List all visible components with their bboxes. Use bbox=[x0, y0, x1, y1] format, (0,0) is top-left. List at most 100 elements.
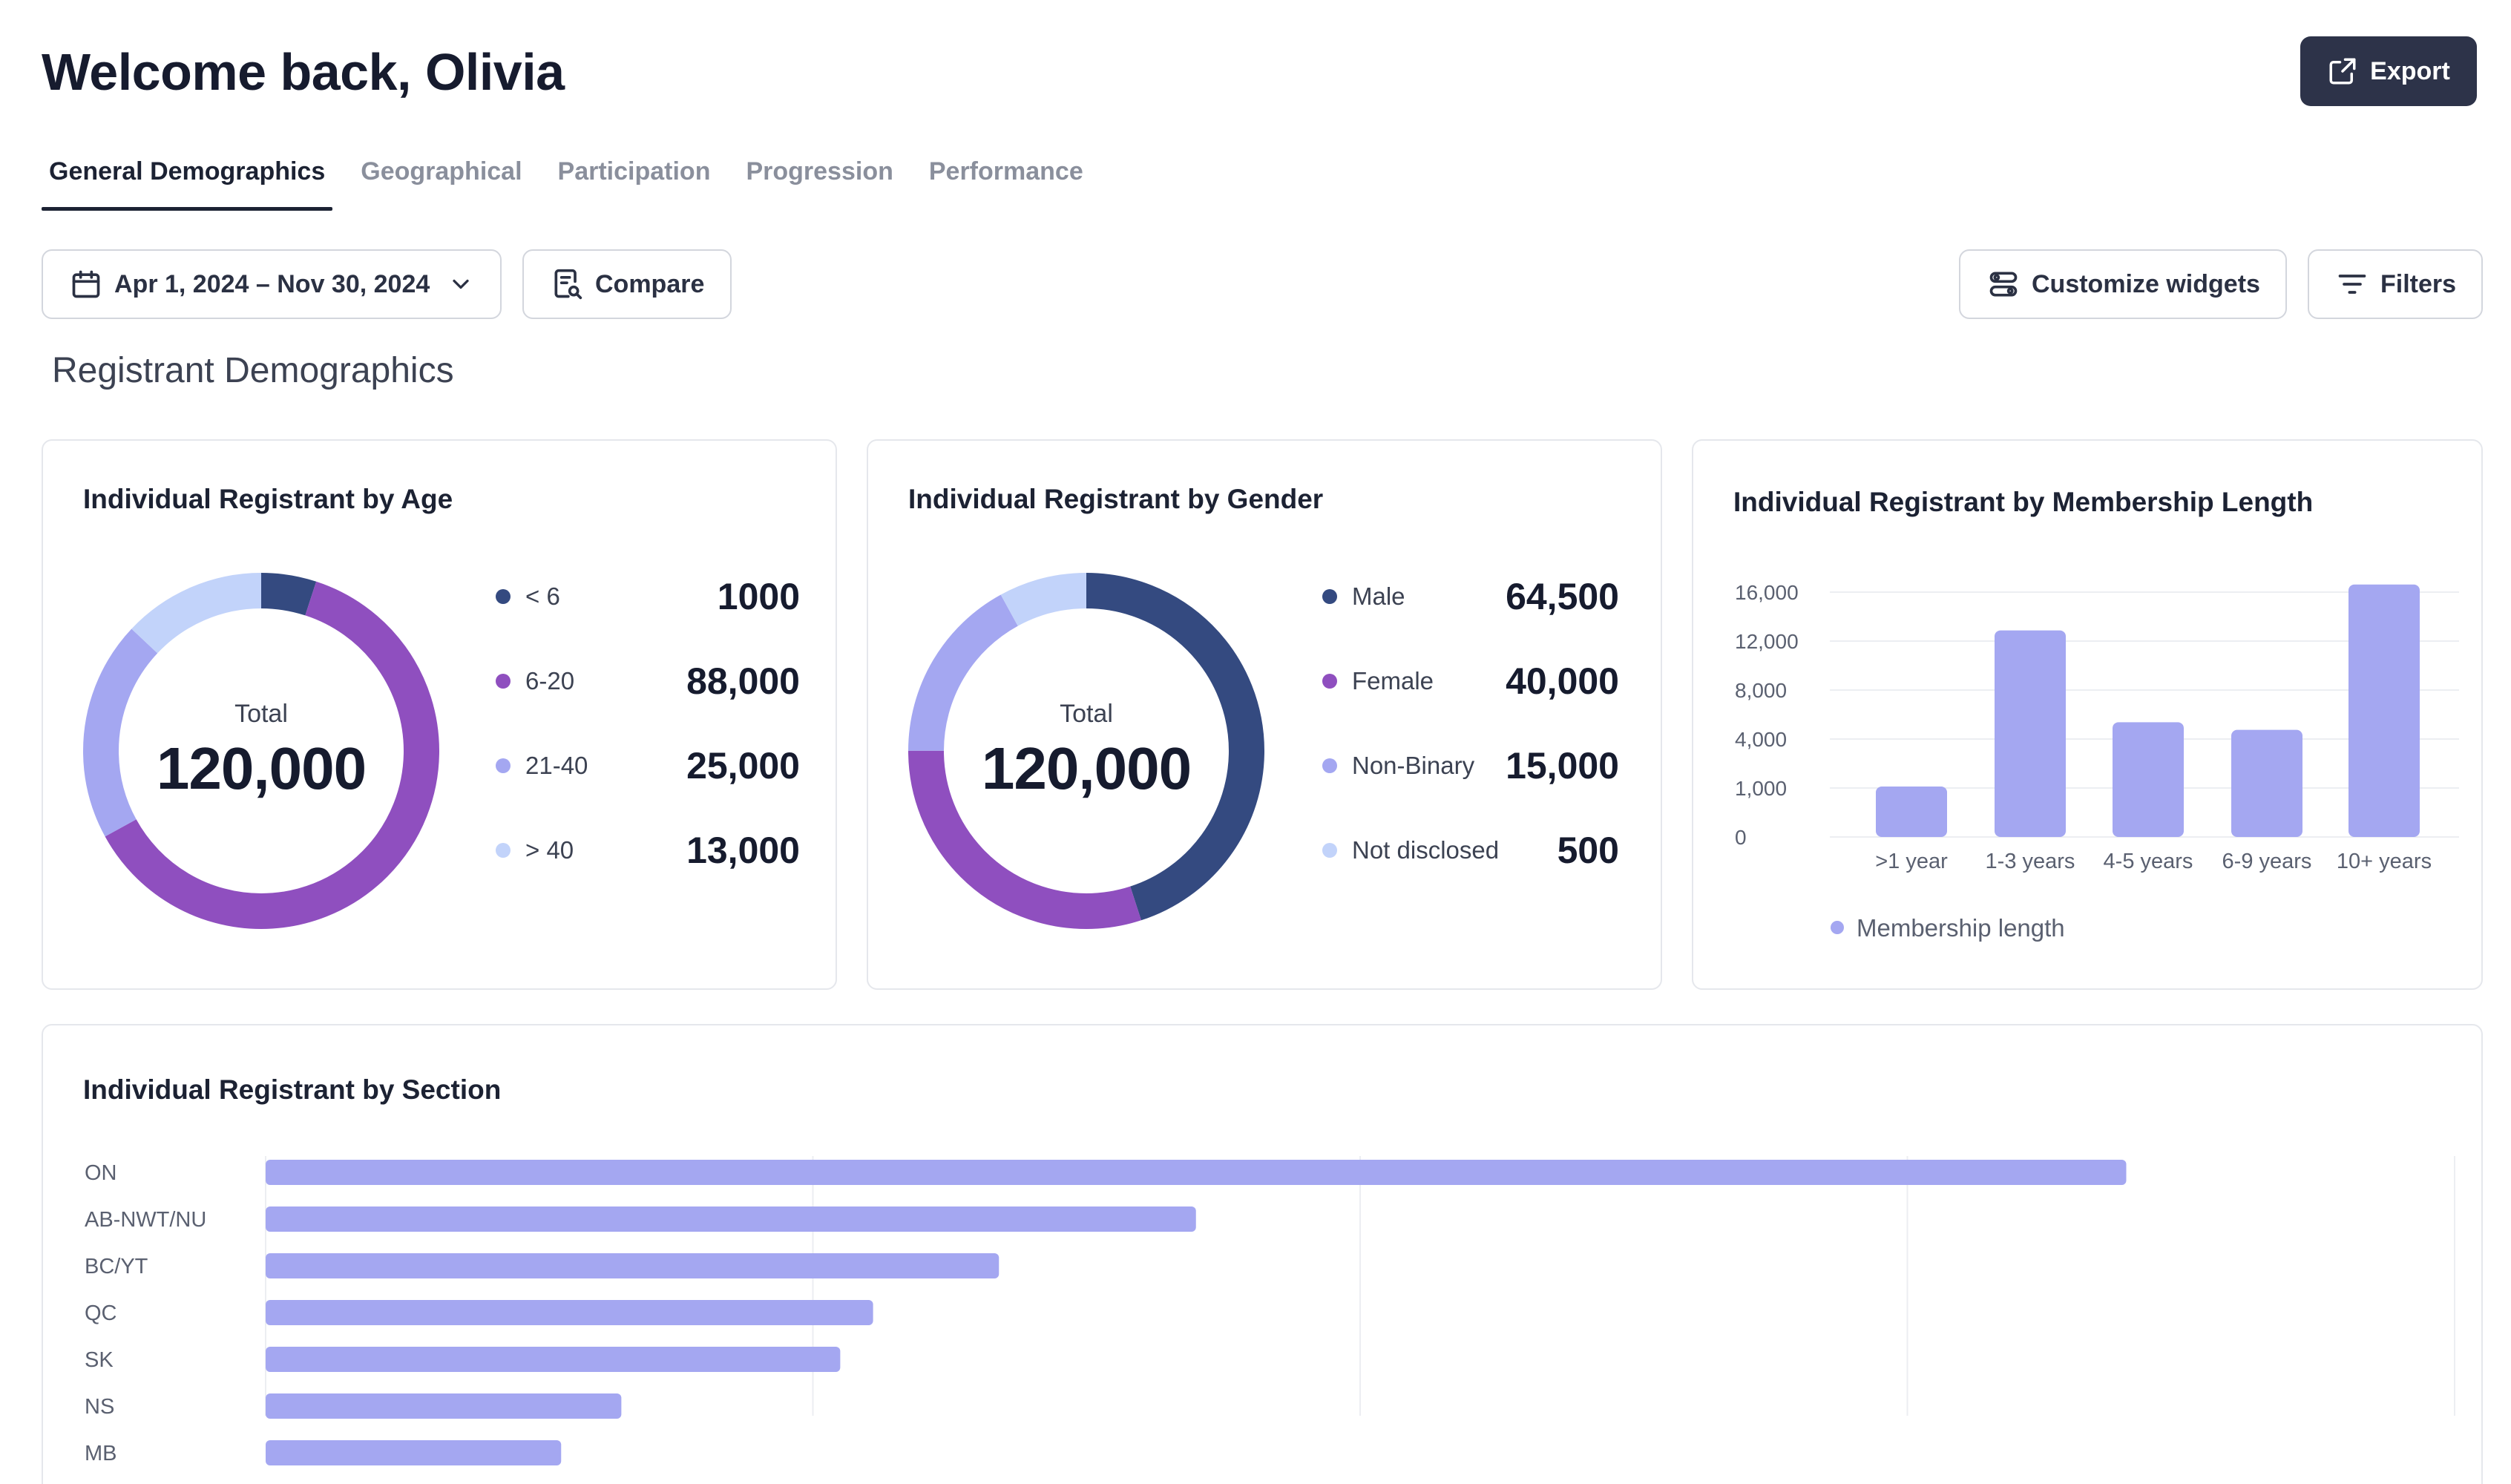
legend-label: Female bbox=[1352, 667, 1434, 695]
membership-bar[interactable] bbox=[2348, 584, 2420, 837]
tab-general-demographics[interactable]: General Demographics bbox=[42, 148, 333, 211]
legend-dot bbox=[1322, 843, 1337, 858]
legend-value: 13,000 bbox=[686, 830, 800, 871]
export-label: Export bbox=[2370, 56, 2450, 85]
gender-total-value: 120,000 bbox=[981, 735, 1192, 801]
legend-item: Non-Binary 15,000 bbox=[1322, 743, 1619, 788]
legend-dot bbox=[496, 589, 511, 604]
legend-item: Male 64,500 bbox=[1322, 574, 1619, 619]
membership-bar[interactable] bbox=[1876, 786, 1947, 837]
gender-donut-segment-1[interactable] bbox=[908, 573, 1264, 929]
y-tick-label: 4,000 bbox=[1735, 728, 1787, 751]
y-tick-label: 16,000 bbox=[1735, 581, 1799, 604]
compare-button[interactable]: Compare bbox=[522, 249, 732, 319]
gender-total-label: Total bbox=[1060, 699, 1113, 728]
membership-card-title: Individual Registrant by Membership Leng… bbox=[1733, 487, 2314, 517]
calendar-icon bbox=[72, 270, 100, 298]
y-tick-label: 8,000 bbox=[1735, 679, 1787, 702]
y-tick-label: 1,000 bbox=[1735, 777, 1787, 800]
legend-item: 6-20 88,000 bbox=[496, 659, 800, 703]
legend-label: < 6 bbox=[525, 582, 560, 610]
legend-dot bbox=[1831, 921, 1844, 934]
section-card-title: Individual Registrant by Section bbox=[83, 1074, 502, 1105]
filters-button[interactable]: Filters bbox=[2308, 249, 2483, 319]
x-tick-label: 4-5 years bbox=[2104, 850, 2193, 873]
section-card: Individual Registrant by Section ON AB-NW… bbox=[42, 1024, 2483, 1484]
y-tick-label: 12,000 bbox=[1735, 630, 1799, 653]
section-bar[interactable] bbox=[266, 1206, 1196, 1232]
y-category-label: AB-NWT/NU bbox=[85, 1208, 206, 1232]
compare-label: Compare bbox=[595, 269, 705, 298]
legend-dot bbox=[1322, 589, 1337, 604]
tab-geographical[interactable]: Geographical bbox=[361, 157, 522, 186]
age-donut-segment-1[interactable] bbox=[83, 573, 439, 929]
legend-label: Membership length bbox=[1857, 914, 2065, 942]
membership-bar[interactable] bbox=[2113, 722, 2184, 837]
legend-value: 500 bbox=[1557, 830, 1619, 871]
legend-item: 21-40 25,000 bbox=[496, 743, 800, 788]
gender-donut-chart: Total 120,000 bbox=[908, 573, 1264, 929]
date-range-picker[interactable]: Apr 1, 2024 – Nov 30, 2024 bbox=[42, 249, 502, 319]
legend-dot bbox=[1322, 758, 1337, 773]
x-tick-label: 6-9 years bbox=[2222, 850, 2312, 873]
x-tick-label: 1-3 years bbox=[1986, 850, 2075, 873]
section-bar[interactable] bbox=[266, 1440, 562, 1465]
tab-participation[interactable]: Participation bbox=[557, 157, 711, 186]
section-bar-chart: ON AB-NWT/NU BC/YT QC SK NS MB bbox=[85, 1156, 2455, 1465]
y-category-label: NS bbox=[85, 1395, 114, 1419]
section-title: Registrant Demographics bbox=[52, 351, 454, 390]
legend-label: > 40 bbox=[525, 836, 574, 864]
tab-performance[interactable]: Performance bbox=[928, 157, 1083, 186]
membership-bar[interactable] bbox=[1995, 630, 2066, 837]
gender-card-title: Individual Registrant by Gender bbox=[908, 484, 1324, 514]
filters-label: Filters bbox=[2380, 269, 2457, 298]
gender-card: Individual Registrant by Gender Total 12… bbox=[867, 439, 1662, 990]
y-tick-label: 0 bbox=[1735, 826, 1747, 849]
legend-dot bbox=[496, 674, 511, 689]
legend-item: > 40 13,000 bbox=[496, 828, 800, 873]
age-total-value: 120,000 bbox=[156, 735, 367, 801]
legend-label: 21-40 bbox=[525, 752, 588, 779]
age-card: Individual Registrant by Age Total 120,0… bbox=[42, 439, 837, 990]
age-donut-chart: Total 120,000 bbox=[83, 573, 439, 929]
membership-bar-chart: 16,000 12,000 8,000 4,000 1,000 0 >1 year 1-3 y… bbox=[1735, 581, 2459, 942]
legend-dot bbox=[496, 758, 511, 773]
y-category-label: ON bbox=[85, 1161, 117, 1185]
legend-item: < 6 1000 bbox=[496, 574, 800, 619]
x-tick-label: 10+ years bbox=[2337, 850, 2432, 873]
legend-item: Not disclosed 500 bbox=[1322, 828, 1619, 873]
legend-label: Male bbox=[1352, 582, 1405, 610]
tab-progression[interactable]: Progression bbox=[746, 157, 893, 186]
legend-dot bbox=[496, 843, 511, 858]
legend-value: 64,500 bbox=[1506, 576, 1619, 617]
filter-lines-icon bbox=[2338, 275, 2366, 294]
export-button[interactable]: Export bbox=[2300, 36, 2477, 106]
tab-bar: General Demographics Geographical Partic… bbox=[42, 148, 1112, 211]
legend-value: 25,000 bbox=[686, 745, 800, 787]
x-tick-label: >1 year bbox=[1875, 850, 1948, 873]
age-donut-segment-3[interactable] bbox=[83, 573, 439, 929]
section-bar[interactable] bbox=[266, 1393, 622, 1419]
customize-widgets-button[interactable]: Customize widgets bbox=[1959, 249, 2287, 319]
y-category-label: SK bbox=[85, 1348, 114, 1372]
chevron-down-icon bbox=[453, 279, 469, 289]
section-bar[interactable] bbox=[266, 1160, 2127, 1185]
external-link-icon bbox=[2329, 58, 2356, 85]
legend-value: 15,000 bbox=[1506, 745, 1619, 787]
legend-item: Female 40,000 bbox=[1322, 659, 1619, 703]
y-category-label: QC bbox=[85, 1301, 117, 1325]
section-bar[interactable] bbox=[266, 1253, 1000, 1278]
legend-dot bbox=[1322, 674, 1337, 689]
report-search-icon bbox=[554, 269, 582, 300]
legend-label: 6-20 bbox=[525, 667, 575, 695]
membership-bar[interactable] bbox=[2231, 729, 2302, 837]
legend-value: 1000 bbox=[717, 576, 800, 617]
age-donut-segment-2[interactable] bbox=[83, 573, 439, 929]
section-bar[interactable] bbox=[266, 1347, 841, 1372]
date-range-value: Apr 1, 2024 – Nov 30, 2024 bbox=[114, 269, 430, 298]
section-bar[interactable] bbox=[266, 1300, 873, 1325]
legend-label: Non-Binary bbox=[1352, 752, 1475, 779]
y-category-label: BC/YT bbox=[85, 1255, 148, 1278]
gender-donut-segment-3[interactable] bbox=[908, 573, 1264, 929]
